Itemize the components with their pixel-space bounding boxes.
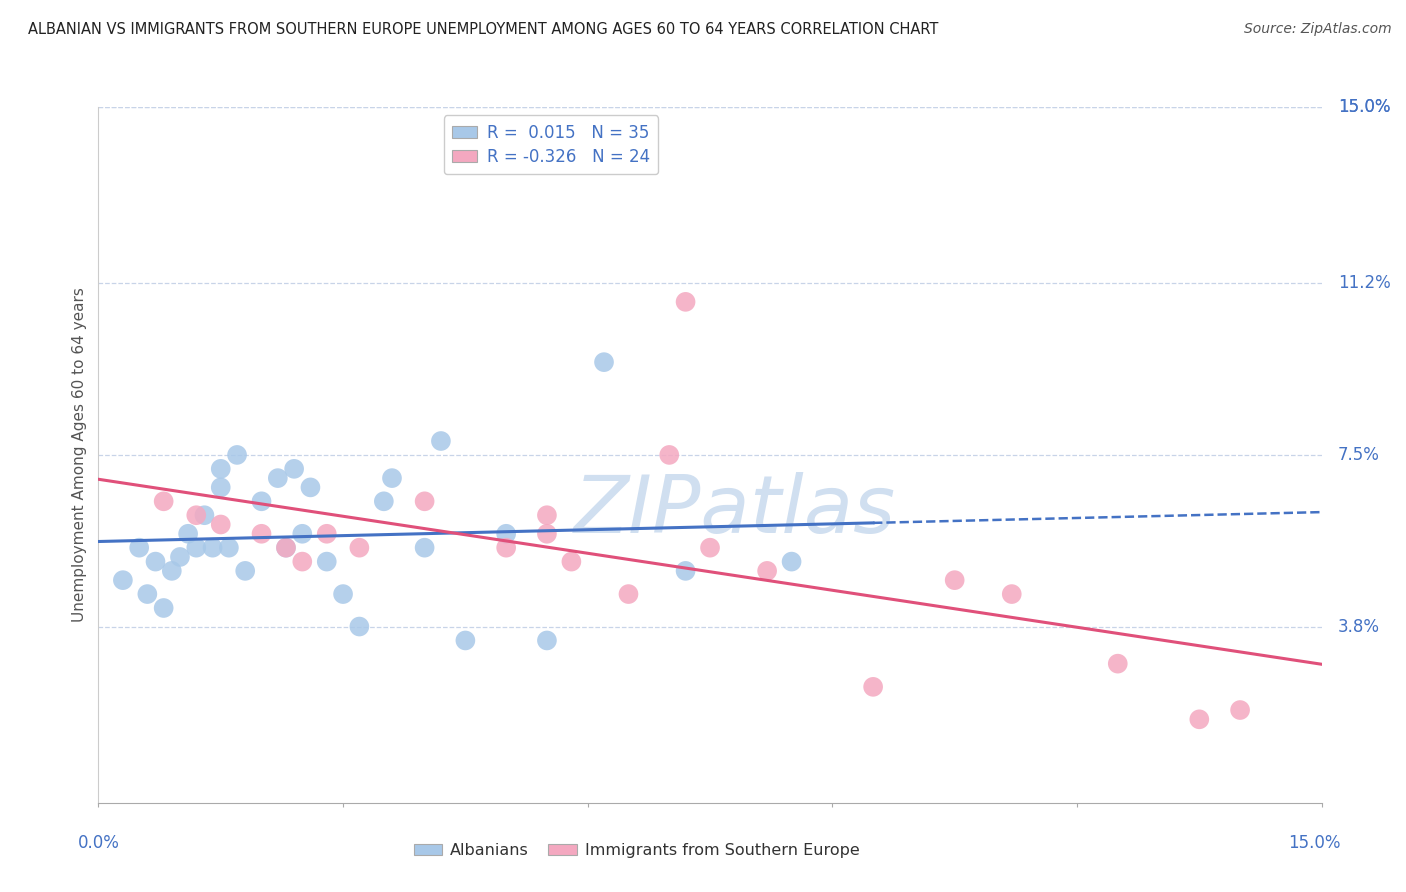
Point [413,541,436,555]
Point [209,480,232,494]
Point [536,633,558,648]
Point [536,508,558,523]
Point [780,555,803,569]
Point [250,494,273,508]
Point [1001,587,1024,601]
Text: ALBANIAN VS IMMIGRANTS FROM SOUTHERN EUROPE UNEMPLOYMENT AMONG AGES 60 TO 64 YEA: ALBANIAN VS IMMIGRANTS FROM SOUTHERN EUR… [28,22,938,37]
Point [274,541,297,555]
Text: 15.0%: 15.0% [1339,98,1391,116]
Point [315,526,337,541]
Point [128,541,150,555]
Point [201,541,224,555]
Point [332,587,354,601]
Point [349,619,371,633]
Point [675,564,697,578]
Y-axis label: Unemployment Among Ages 60 to 64 years: Unemployment Among Ages 60 to 64 years [72,287,87,623]
Point [226,448,249,462]
Point [152,601,174,615]
Point [454,633,477,648]
Point [349,541,371,555]
Point [315,555,337,569]
Point [274,541,297,555]
Point [756,564,779,578]
Point [160,564,183,578]
Point [233,564,256,578]
Point [186,541,208,555]
Point [593,355,616,369]
Point [250,526,273,541]
Point [209,517,232,532]
Point [862,680,884,694]
Point [169,549,191,564]
Point [152,494,174,508]
Text: Source: ZipAtlas.com: Source: ZipAtlas.com [1244,22,1392,37]
Point [536,526,558,541]
Point [299,480,322,494]
Point [291,555,314,569]
Text: ZIPatlas: ZIPatlas [574,472,896,549]
Point [675,294,697,309]
Point [699,541,721,555]
Point [193,508,215,523]
Point [267,471,290,485]
Point [136,587,159,601]
Point [1188,712,1211,726]
Legend: Albanians, Immigrants from Southern Europe: Albanians, Immigrants from Southern Euro… [408,837,866,864]
Point [291,526,314,541]
Text: 15.0%: 15.0% [1288,834,1341,852]
Point [430,434,453,448]
Point [283,462,305,476]
Point [209,462,232,476]
Point [495,541,517,555]
Point [111,573,134,587]
Point [381,471,404,485]
Text: 0.0%: 0.0% [77,834,120,852]
Point [658,448,681,462]
Text: 15.0%: 15.0% [1339,98,1391,116]
Point [145,555,167,569]
Point [218,541,240,555]
Point [413,494,436,508]
Point [943,573,966,587]
Point [186,508,208,523]
Text: 11.2%: 11.2% [1339,275,1391,293]
Point [1107,657,1129,671]
Text: 3.8%: 3.8% [1339,617,1379,635]
Point [1229,703,1251,717]
Point [373,494,395,508]
Point [617,587,640,601]
Point [560,555,582,569]
Point [177,526,200,541]
Text: 7.5%: 7.5% [1339,446,1379,464]
Point [495,526,517,541]
